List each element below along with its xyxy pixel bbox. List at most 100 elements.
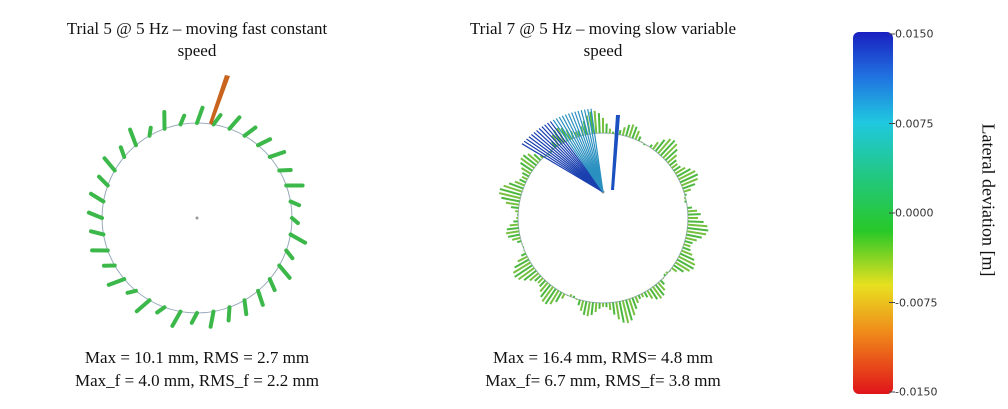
spike (662, 277, 665, 280)
spike (582, 301, 588, 315)
spike (657, 138, 672, 155)
spike (529, 272, 540, 282)
spike (669, 159, 677, 167)
spike (637, 294, 642, 300)
spike (664, 148, 678, 162)
spike (686, 233, 702, 239)
spike (514, 258, 530, 269)
spike (555, 291, 563, 303)
spike (538, 279, 547, 288)
tick-label: 0.0000 (895, 206, 934, 220)
spike (577, 299, 581, 306)
spike (684, 193, 687, 196)
spike (88, 191, 106, 204)
spike (611, 115, 620, 190)
spike (284, 248, 295, 261)
spike (501, 196, 520, 203)
spike (134, 298, 152, 314)
spike (631, 126, 638, 139)
spike (520, 157, 535, 169)
spike (628, 124, 635, 138)
spike (517, 255, 528, 263)
spike (657, 281, 666, 291)
spike (621, 300, 630, 324)
spike (682, 183, 696, 190)
tick-label: -0.0150 (895, 385, 938, 399)
spike (687, 209, 698, 213)
spike (208, 309, 216, 329)
spike (506, 226, 519, 231)
spike (290, 216, 300, 226)
spike (514, 264, 533, 278)
spike (663, 273, 667, 277)
spike (519, 178, 527, 184)
spike (147, 125, 153, 138)
spike (684, 240, 693, 245)
spike (539, 154, 544, 159)
spike (544, 154, 547, 158)
spike (679, 173, 699, 184)
spike (637, 136, 642, 142)
spike (102, 156, 117, 173)
spike (586, 301, 591, 317)
spike (534, 274, 542, 282)
spike (634, 296, 640, 304)
tick-label: 0.0075 (895, 117, 934, 130)
spike (170, 309, 183, 328)
spike (549, 289, 560, 305)
spike (579, 300, 585, 312)
spike (569, 294, 573, 297)
spike (621, 126, 626, 136)
spike (654, 139, 666, 152)
spike (125, 288, 138, 295)
spike (686, 230, 707, 236)
spike (88, 229, 106, 237)
spike (597, 113, 601, 134)
spike (666, 154, 678, 164)
spike (687, 206, 693, 210)
spike (679, 252, 695, 261)
spike (155, 305, 167, 315)
spike (659, 279, 666, 285)
spike (541, 286, 554, 302)
spike (673, 165, 681, 172)
spike (288, 232, 308, 245)
spike (288, 199, 302, 208)
spike (665, 271, 669, 274)
spike (527, 153, 540, 164)
spike (611, 302, 616, 315)
spike (678, 255, 696, 266)
spike (267, 149, 287, 159)
spike (533, 153, 542, 162)
spike (652, 141, 659, 150)
spike (674, 261, 691, 272)
spike (118, 145, 127, 159)
spike (537, 277, 544, 284)
spike (590, 302, 595, 316)
stats: Max_f= 6.7 mm, RMS_f= 3.8 mm (485, 371, 721, 390)
spike (618, 301, 625, 323)
spike (671, 163, 678, 169)
spike (687, 223, 708, 228)
spike (649, 144, 653, 148)
spike (572, 295, 576, 299)
spike (683, 243, 691, 248)
spike (539, 281, 549, 293)
spike (643, 291, 649, 298)
spike (640, 293, 645, 298)
spike (687, 226, 709, 232)
spike (509, 223, 519, 227)
spike (505, 230, 520, 235)
spike (608, 302, 612, 311)
spike (226, 305, 232, 323)
spike (540, 284, 552, 298)
spike (662, 143, 678, 159)
spike (678, 170, 696, 181)
spike (682, 246, 691, 252)
spike (561, 293, 566, 300)
spike (589, 111, 595, 134)
spike (544, 288, 557, 305)
spike (97, 174, 110, 188)
spike (503, 184, 523, 193)
